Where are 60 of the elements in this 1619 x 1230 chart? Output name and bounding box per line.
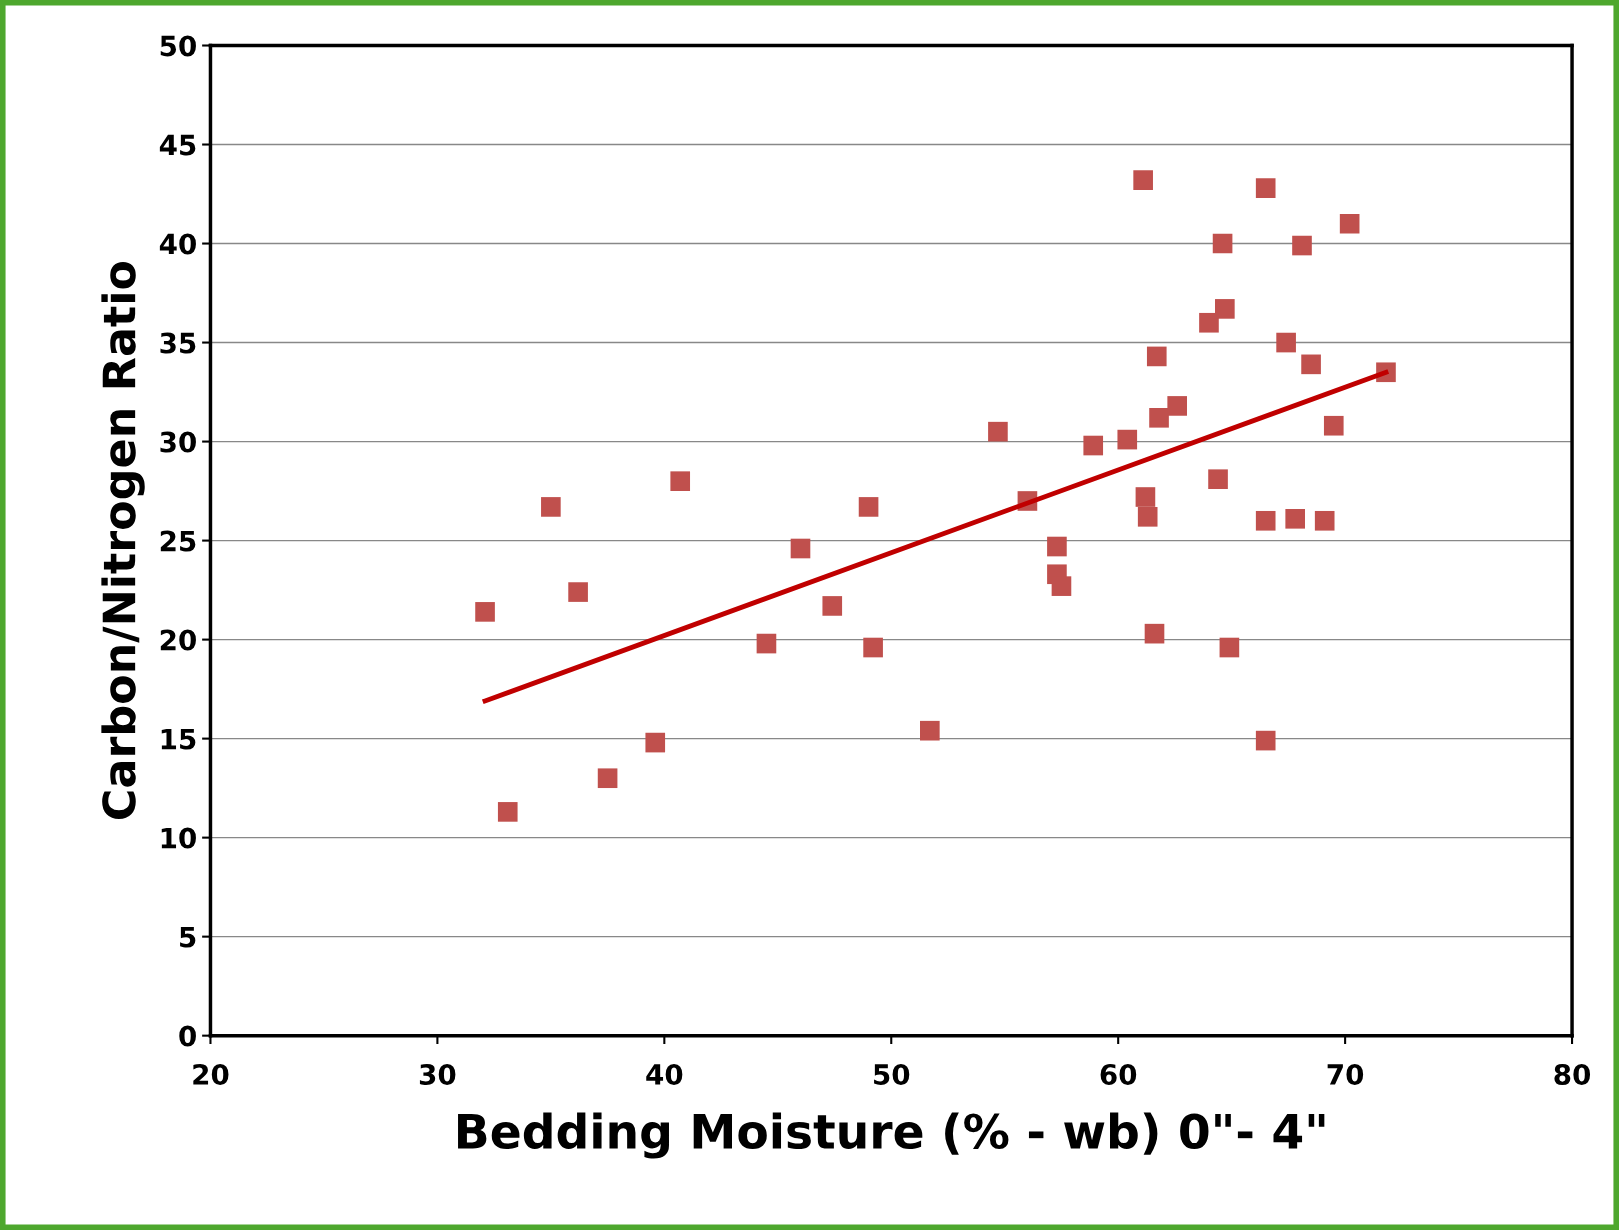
point — [1276, 332, 1296, 353]
x-tick-label: 60 — [1100, 1063, 1137, 1085]
point — [597, 768, 618, 789]
point — [1255, 730, 1276, 751]
point — [1292, 235, 1312, 256]
point — [1219, 637, 1240, 658]
point — [1301, 354, 1321, 375]
y-tick-label: 10 — [161, 827, 196, 849]
x-tick-label: 20 — [193, 1063, 229, 1085]
y-tick-label: 45 — [159, 134, 196, 156]
point — [1047, 536, 1067, 557]
point — [645, 732, 666, 753]
y-tick-label: 40 — [159, 233, 196, 255]
point — [1133, 170, 1153, 190]
y-tick-label: 20 — [160, 629, 196, 651]
point — [1314, 510, 1335, 531]
point — [863, 637, 883, 658]
point — [920, 720, 940, 741]
point — [790, 538, 811, 559]
y-tick-label: 30 — [160, 431, 196, 453]
point — [858, 497, 879, 517]
point — [1167, 396, 1188, 416]
point — [1137, 507, 1158, 527]
point — [541, 497, 561, 517]
y-tick-label: 0 — [179, 1025, 196, 1047]
point — [568, 582, 588, 602]
y-tick-label: 25 — [160, 530, 196, 552]
point — [1215, 299, 1235, 319]
point — [988, 421, 1008, 442]
x-tick-label: 80 — [1554, 1063, 1591, 1085]
point — [1208, 469, 1228, 490]
y-tick-label: 5 — [180, 926, 196, 948]
point — [1212, 233, 1233, 254]
point — [1285, 508, 1306, 529]
x-tick-label: 50 — [874, 1063, 910, 1085]
y-tick-label: 50 — [160, 35, 196, 57]
point — [822, 596, 843, 616]
x-tick-label: 30 — [419, 1063, 456, 1085]
point — [1117, 429, 1138, 450]
point — [1199, 312, 1219, 333]
point — [756, 633, 777, 654]
point — [1146, 346, 1167, 367]
point — [475, 602, 495, 622]
point — [1255, 510, 1276, 531]
x-axis-title: Bedding Moisture (% - wb) 0"- 4" — [458, 1112, 1325, 1159]
point — [1135, 487, 1156, 507]
point — [1083, 435, 1104, 456]
y-tick-label: 35 — [160, 332, 196, 354]
x-tick-label: 40 — [646, 1063, 683, 1085]
x-tick-label: 70 — [1327, 1063, 1364, 1085]
y-tick-label: 15 — [161, 728, 196, 750]
point — [1144, 623, 1165, 644]
point — [1149, 407, 1169, 428]
point — [1339, 213, 1360, 234]
point — [1051, 576, 1072, 596]
point — [497, 802, 518, 822]
y-axis-title: Carbon/Nitrogen Ratio — [101, 261, 145, 819]
point — [670, 471, 691, 491]
point — [1323, 415, 1344, 436]
point — [1255, 178, 1276, 198]
